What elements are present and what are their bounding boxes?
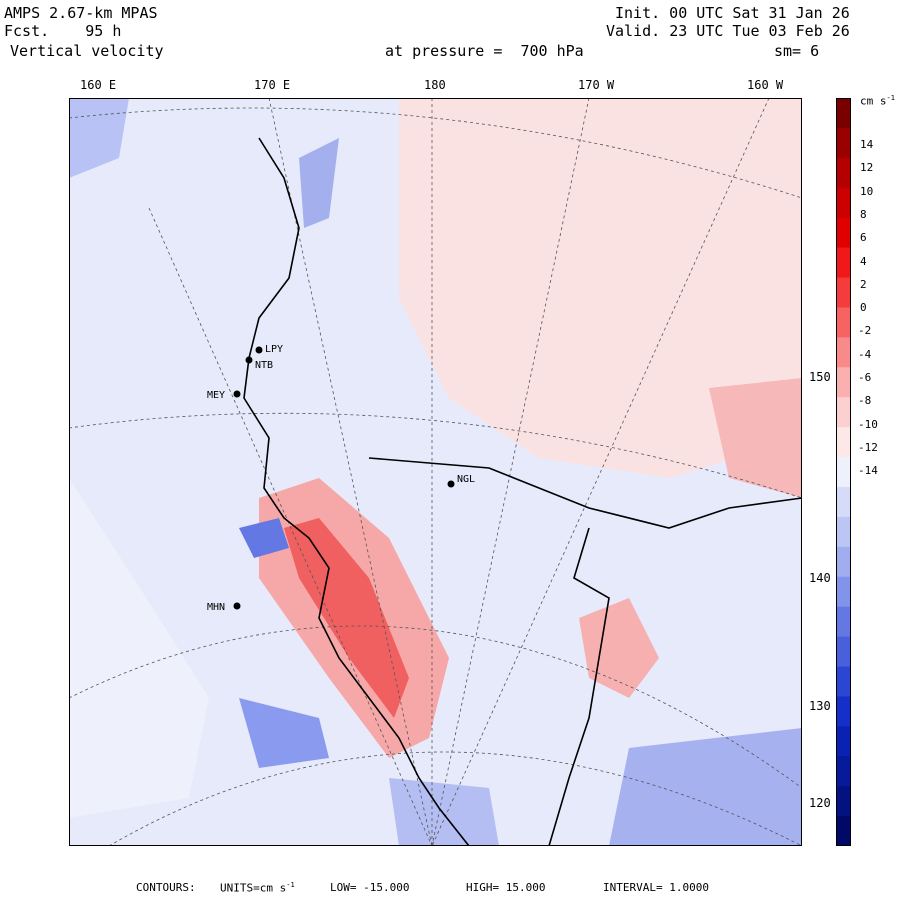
lon-label-160e: 160 E [80,78,117,92]
footer-high: HIGH= 15.000 [466,881,546,894]
descent-patch-5 [299,138,339,228]
lon-label-180: 180 [424,78,446,92]
colorbar-tick-label: 6 [860,231,867,245]
model-title: AMPS 2.67-km MPAS [4,4,158,22]
stations: LPY NTB MEY NGL MHN [207,344,475,613]
colorbar-swatch [836,546,851,578]
footer-low: LOW= -15.000 [330,881,410,894]
plateau-region [69,478,209,818]
colorbar-swatch [836,367,851,398]
station-ngl: NGL [457,474,475,485]
colorbar-swatch [836,606,851,638]
colorbar-swatch [836,696,851,727]
smoothing-value: sm= 6 [774,42,820,60]
valid-time: Valid. 23 UTC Tue 03 Feb 26 [606,22,850,40]
colorbar-tick-label: -4 [858,347,872,361]
colorbar-swatch [836,187,851,219]
colorbar-tick-label: -12 [858,440,878,454]
map-border [69,98,802,846]
lon-label-170e: 170 E [254,78,291,92]
colorbar-tick-label: -6 [858,371,872,384]
colorbar-tick-label: 0 [860,301,867,315]
colorbar-swatch [836,98,851,129]
colorbar-swatch [836,247,851,279]
descent-patch-2 [239,698,329,768]
footer-contours: CONTOURS: [136,881,196,894]
coastline [243,137,802,846]
pressure-level: at pressure = 700 hPa [385,42,584,60]
vertical-velocity-map: LPY NTB MEY NGL MHN [69,98,802,846]
colorbar-swatch [836,816,851,846]
footer-units: UNITS=cm s-1 [220,881,295,895]
colorbar-tick-label: -14 [858,464,878,478]
colorbar-tick-label: 8 [860,207,867,221]
colorbar-swatch [836,756,851,787]
field-name: Vertical velocity [10,42,164,60]
colorbar-swatch [836,427,851,458]
colorbar-tick-label: -10 [858,417,878,431]
colorbar-tick-label: 12 [860,161,874,175]
descent-patch-1 [239,518,289,558]
colorbar-swatch [836,277,851,308]
colorbar-swatch [836,636,851,667]
colorbar-swatch [836,516,851,548]
forecast-label: Fcst. 95 h [4,22,122,40]
colorbar-tick-label: 4 [860,254,867,268]
colorbar-swatch [836,397,851,428]
footer-interval: INTERVAL= 1.0000 [603,881,709,894]
colorbar-tick-label: 2 [860,277,867,291]
colorbar-swatch [836,157,851,189]
colorbar-swatch [836,486,851,518]
strong-ascent-region [284,518,409,718]
colorbar-swatch [836,666,851,697]
colorbar-swatch [836,786,851,817]
colorbar-tick-label: 10 [860,184,874,198]
colorbar-tick-label: -2 [858,324,872,338]
station-ntb: NTB [255,360,273,371]
descent-patch-4 [389,778,499,846]
colorbar [836,98,851,846]
weak-positive-region [399,98,802,478]
init-time: Init. 00 UTC Sat 31 Jan 26 [615,4,850,22]
colorbar-swatch [836,726,851,757]
colorbar-swatch [836,337,851,368]
colorbar-swatch [836,127,851,159]
colorbar-swatch [836,576,851,608]
ascent-patch-east [579,598,659,698]
station-mey: MEY [207,390,225,401]
station-mhn: MHN [207,602,225,613]
colorbar-frame [836,98,851,846]
descent-patch-3 [609,728,802,846]
lon-label-170w: 170 W [578,78,615,92]
colorbar-units: cm s-1 [860,94,895,108]
forecast-hours: 95 h [85,22,122,40]
colorbar-swatch [836,457,851,488]
colorbar-swatch [836,307,851,338]
colorbar-tick-label: 14 [860,138,874,151]
station-lpy: LPY [265,344,283,355]
colorbar-swatch [836,217,851,249]
colorbar-tick-label: -8 [858,394,872,408]
lon-label-160w: 160 W [747,78,784,92]
ascent-patch-right [709,378,802,498]
descent-patch-6 [69,98,129,178]
graticule [69,98,802,846]
